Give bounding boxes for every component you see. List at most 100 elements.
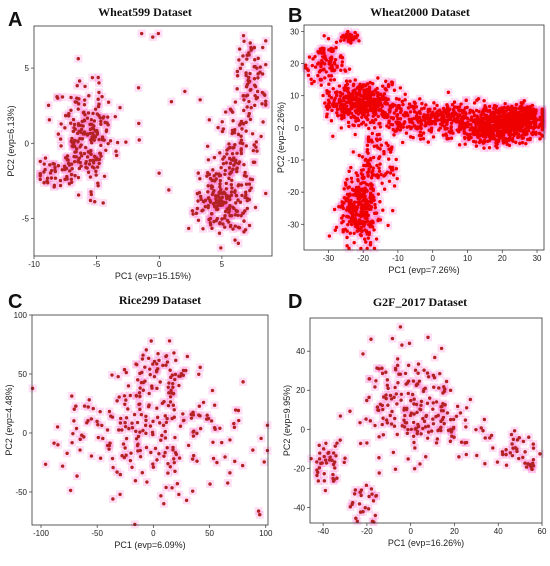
- scatter-point: [241, 33, 246, 38]
- scatter-point: [45, 176, 50, 180]
- scatter-point: [510, 118, 514, 122]
- scatter-point: [483, 104, 487, 108]
- scatter-point: [394, 108, 398, 113]
- scatter-point: [416, 125, 420, 130]
- scatter-point: [359, 193, 364, 197]
- scatter-point: [42, 170, 46, 174]
- scatter-point: [237, 160, 242, 164]
- scatter-point: [342, 96, 346, 100]
- scatter-point: [349, 217, 354, 222]
- scatter-point: [255, 149, 259, 153]
- scatter-point: [376, 76, 380, 80]
- scatter-point: [206, 158, 211, 162]
- scatter-point: [224, 161, 229, 165]
- scatter-point: [429, 115, 433, 119]
- scatter-point: [227, 176, 231, 181]
- scatter-point: [395, 114, 399, 118]
- scatter-point: [45, 179, 49, 183]
- scatter-point: [387, 121, 391, 125]
- scatter-point: [470, 115, 474, 119]
- scatter-point: [89, 190, 93, 194]
- scatter-point: [494, 141, 498, 145]
- scatter-point: [432, 101, 436, 105]
- scatter-point: [139, 31, 144, 36]
- scatter-point: [86, 111, 91, 115]
- scatter-point: [247, 223, 252, 228]
- scatter-point: [225, 152, 229, 156]
- scatter-point: [156, 31, 161, 36]
- scatter-point: [97, 137, 101, 142]
- scatter-point: [83, 84, 87, 89]
- scatter-point: [104, 148, 108, 152]
- scatter-point: [237, 47, 242, 51]
- scatter-point: [360, 98, 365, 102]
- scatter-point: [342, 86, 346, 90]
- scatter-point: [472, 126, 477, 131]
- scatter-point: [459, 102, 463, 106]
- scatter-point: [399, 125, 404, 129]
- scatter-point: [205, 144, 210, 148]
- scatter-point: [347, 246, 351, 251]
- scatter-point: [106, 100, 111, 104]
- scatter-point: [102, 174, 107, 178]
- scatter-point: [108, 139, 113, 143]
- panel-letter: B: [288, 5, 302, 27]
- scatter-point: [249, 105, 253, 110]
- scatter-point: [220, 129, 225, 134]
- scatter-point: [78, 136, 82, 141]
- scatter-point: [487, 135, 492, 139]
- scatter-point: [59, 144, 63, 148]
- scatter-point: [335, 104, 339, 108]
- scatter-point: [396, 117, 400, 121]
- scatter-point: [342, 99, 346, 103]
- scatter-point: [262, 92, 266, 96]
- scatter-point: [79, 143, 83, 147]
- scatter-point: [90, 131, 95, 135]
- scatter-point: [239, 213, 243, 218]
- scatter-point: [346, 100, 351, 104]
- scatter-point: [375, 133, 380, 137]
- scatter-point: [412, 104, 416, 109]
- scatter-point: [210, 192, 215, 197]
- scatter-point: [367, 91, 371, 96]
- scatter-point: [373, 202, 377, 207]
- y-tick-label: 0: [25, 139, 30, 148]
- scatter-point: [220, 191, 225, 196]
- scatter-point: [482, 127, 487, 132]
- scatter-point: [56, 164, 61, 168]
- scatter-point: [325, 112, 329, 116]
- scatter-point: [96, 97, 100, 101]
- scatter-point: [501, 138, 505, 143]
- scatter-point: [426, 140, 430, 144]
- scatter-point: [363, 194, 367, 198]
- scatter-point: [471, 139, 476, 144]
- scatter-point: [253, 57, 257, 62]
- scatter-point: [338, 94, 343, 98]
- scatter-point: [220, 120, 224, 124]
- scatter-point: [113, 114, 117, 119]
- scatter-point: [259, 134, 263, 139]
- scatter-point: [196, 199, 200, 203]
- scatter-point: [531, 130, 536, 134]
- scatter-point: [332, 207, 337, 212]
- scatter-point: [243, 190, 248, 194]
- scatter-point: [469, 135, 473, 140]
- scatter-point: [76, 175, 81, 180]
- scatter-point: [244, 182, 249, 186]
- scatter-point: [187, 226, 191, 231]
- scatter-point: [228, 197, 232, 202]
- scatter-point: [418, 130, 423, 134]
- scatter-point: [91, 111, 95, 116]
- scatter-point: [223, 168, 227, 173]
- scatter-point: [42, 162, 46, 166]
- scatter-point: [360, 85, 365, 89]
- scatter-point: [245, 206, 250, 211]
- scatter-point: [346, 86, 350, 91]
- scatter-point: [88, 122, 92, 127]
- scatter-point: [231, 205, 235, 210]
- scatter-point: [364, 240, 368, 244]
- scatter-point: [369, 99, 373, 103]
- scatter-point: [433, 115, 437, 119]
- scatter-point: [243, 170, 247, 175]
